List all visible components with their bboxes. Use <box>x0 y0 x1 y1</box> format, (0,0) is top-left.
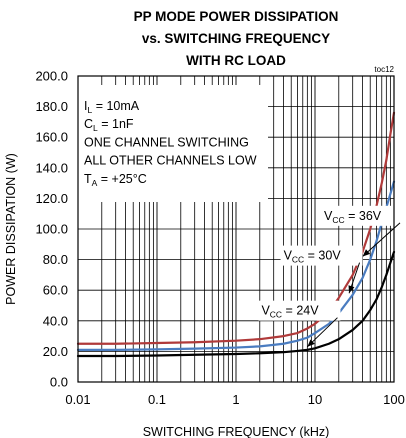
series-labels: VCC = 36V VCC = 30V VCC = 24V <box>258 205 404 348</box>
y-tick-label: 40.0 <box>43 313 68 328</box>
series-label-0: VCC = 36V <box>324 209 382 225</box>
condition-line: ALL OTHER CHANNELS LOW <box>84 154 257 168</box>
condition-line: ONE CHANNEL SWITCHING <box>84 135 249 149</box>
y-tick-label: 0.0 <box>50 375 68 390</box>
y-tick-label: 160.0 <box>35 130 68 145</box>
series-arrowhead-0 <box>362 249 371 257</box>
series-arrowhead-2 <box>307 339 315 347</box>
y-tick-label: 180.0 <box>35 99 68 114</box>
series-label-2: VCC = 24V <box>261 304 319 320</box>
y-tick-label: 80.0 <box>43 252 68 267</box>
series-line-2 <box>76 250 396 358</box>
title-line-2: vs. SWITCHING FREQUENCY <box>142 31 330 46</box>
x-tick-label: 0.1 <box>148 392 166 407</box>
conditions-text: IL = 10mA CL = 1nF ONE CHANNEL SWITCHING AL… <box>84 99 257 188</box>
y-tick-label: 20.0 <box>43 344 68 359</box>
y-tick-label: 140.0 <box>35 160 68 175</box>
y-tick-label: 100.0 <box>35 222 68 237</box>
condition-line: CL = 1nF <box>84 117 134 133</box>
x-tick-label: 0.01 <box>65 392 90 407</box>
series-label-bg <box>321 205 404 226</box>
series-arrowhead-1 <box>348 285 355 294</box>
y-tick-label: 200.0 <box>35 69 68 84</box>
series-label-bg <box>258 300 341 321</box>
tick-labels: 0.01 0.1 1 10 100 0.0 20.0 40.0 60.0 80.0 100.0 120… <box>35 69 404 408</box>
x-tick-label: 10 <box>308 392 322 407</box>
series-label-1: VCC = 30V <box>284 249 342 265</box>
condition-line: TA = +25°C <box>84 172 147 188</box>
x-tick-label: 100 <box>383 392 405 407</box>
conditions-box <box>78 85 268 202</box>
chart-title: PP MODE POWER DISSIPATION vs. SWITCHING … <box>134 9 339 68</box>
x-axis-label: SWITCHING FREQUENCY (kHz) <box>143 425 330 438</box>
y-tick-label: 120.0 <box>35 191 68 206</box>
figure-tag: toc12 <box>374 65 394 74</box>
plot-frame <box>77 75 395 383</box>
series-label-bg <box>280 245 363 266</box>
series-line-1 <box>76 180 396 351</box>
y-axis-label: POWER DISSIPATION (W) <box>4 153 18 305</box>
y-tick-label: 60.0 <box>43 283 68 298</box>
title-line-1: PP MODE POWER DISSIPATION <box>134 9 339 24</box>
title-line-3: WITH RC LOAD <box>186 53 286 68</box>
x-tick-label: 1 <box>232 392 239 407</box>
condition-line: IL = 10mA <box>84 99 140 115</box>
